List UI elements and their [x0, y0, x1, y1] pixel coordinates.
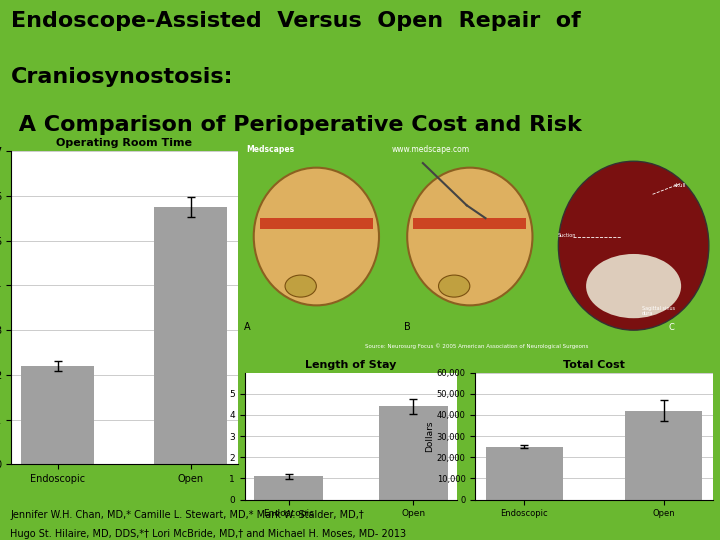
Text: skull: skull	[673, 183, 685, 188]
Ellipse shape	[408, 167, 533, 306]
Bar	[254, 476, 323, 500]
Ellipse shape	[438, 275, 470, 297]
Text: Medscapes: Medscapes	[246, 145, 294, 154]
FancyArrow shape	[413, 218, 526, 229]
Text: A: A	[244, 322, 251, 332]
Text: Source: Neurosurg Focus © 2005 American Association of Neurological Surgeons: Source: Neurosurg Focus © 2005 American …	[365, 343, 589, 349]
Text: B: B	[404, 322, 411, 332]
Bar	[154, 207, 228, 464]
Title: Operating Room Time: Operating Room Time	[56, 138, 192, 147]
Text: Jennifer W.H. Chan, MD,* Camille L. Stewart, MD,* Mark W. Stalder, MD,†: Jennifer W.H. Chan, MD,* Camille L. Stew…	[10, 510, 364, 520]
Y-axis label: Dollars: Dollars	[425, 420, 433, 452]
Bar	[21, 366, 94, 464]
Title: Length of Stay: Length of Stay	[305, 360, 397, 370]
Ellipse shape	[253, 167, 379, 306]
Ellipse shape	[285, 275, 316, 297]
Title: Total Cost: Total Cost	[563, 360, 625, 370]
Text: Craniosynostosis:: Craniosynostosis:	[11, 68, 233, 87]
Ellipse shape	[558, 161, 708, 330]
Ellipse shape	[586, 254, 681, 318]
Text: Sagittal sinus
dura: Sagittal sinus dura	[642, 306, 675, 316]
Text: Hugo St. Hilaire, MD, DDS,*† Lori McBride, MD,† and Michael H. Moses, MD- 2013: Hugo St. Hilaire, MD, DDS,*† Lori McBrid…	[10, 529, 407, 539]
Bar	[626, 410, 702, 500]
Bar	[486, 447, 562, 500]
FancyArrow shape	[260, 218, 373, 229]
Text: Endoscope-Assisted  Versus  Open  Repair  of: Endoscope-Assisted Versus Open Repair of	[11, 11, 580, 31]
Text: www.medscape.com: www.medscape.com	[392, 145, 470, 154]
Text: A Comparison of Perioperative Cost and Risk: A Comparison of Perioperative Cost and R…	[11, 115, 582, 135]
Bar	[379, 407, 448, 500]
Text: C: C	[668, 323, 675, 332]
Text: Suction: Suction	[557, 233, 576, 238]
